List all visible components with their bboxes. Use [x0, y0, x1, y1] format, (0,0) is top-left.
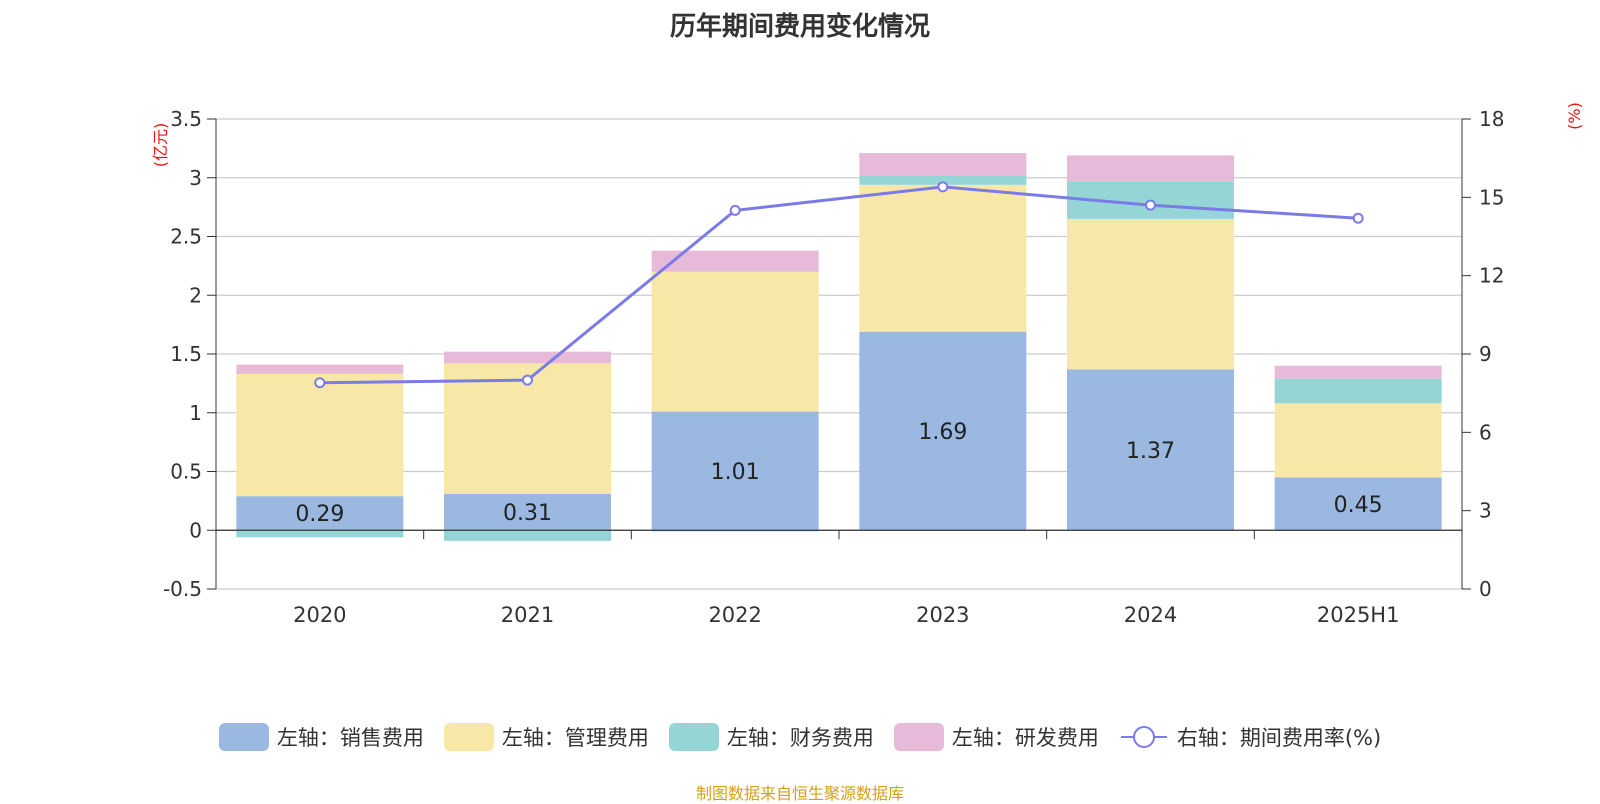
- bar-segment: [1274, 403, 1442, 478]
- bar-segment: [1067, 218, 1234, 370]
- legend-line-marker: [1120, 726, 1167, 748]
- bar-data-label: 1.37: [1126, 439, 1175, 464]
- left-tick-label: 2: [189, 283, 202, 307]
- left-tick-label: 3: [189, 166, 202, 190]
- bar-segment: [859, 331, 1027, 531]
- bar-segment: [444, 351, 611, 364]
- legend-item[interactable]: 左轴：管理费用: [443, 722, 649, 752]
- x-tick-label: 2024: [1124, 603, 1177, 627]
- axis-layer: 3.5 3 2.5 2 1.5 1 0.5 0 -0.5 18 15 12 9 6 3 0 (亿元) (%) 202…: [151, 102, 1584, 627]
- right-tick-label: 3: [1479, 499, 1492, 523]
- bar-segment: [1067, 155, 1234, 182]
- left-tick-label: -0.5: [163, 577, 202, 601]
- right-tick-label: 9: [1479, 342, 1492, 366]
- chart-title: 历年期间费用变化情况: [669, 12, 930, 42]
- line-layer: [314, 181, 1364, 389]
- line-series-path: [319, 185, 1359, 385]
- bar-segment: [236, 373, 404, 497]
- bar-segment: [651, 271, 819, 412]
- bar-segment: [859, 153, 1027, 176]
- legend-swatch: [443, 723, 494, 751]
- legend-label: 左轴：财务费用: [726, 726, 874, 750]
- x-tick-label: 2021: [501, 603, 554, 627]
- line-data-point: [314, 377, 326, 389]
- legend-swatch: [218, 723, 269, 751]
- legend-swatch: [668, 723, 719, 751]
- x-tick-label: 2022: [708, 603, 761, 627]
- bar-data-label: 0.31: [503, 501, 552, 526]
- legend: 左轴：销售费用 左轴：管理费用 左轴：财务费用 左轴：研发费用 右轴：期间费用率(%): [0, 722, 1600, 752]
- left-tick-label: 3.5: [170, 107, 202, 131]
- x-tick-label: 2020: [293, 603, 346, 627]
- right-tick-label: 0: [1479, 577, 1492, 601]
- line-data-point: [1145, 199, 1156, 211]
- bar-segment: [444, 493, 611, 531]
- label-layer: 0.29 0.31 1.01 1.69 1.37 0.45: [295, 420, 1382, 527]
- line-data-point: [522, 374, 533, 386]
- left-tick-label: 1.5: [170, 342, 202, 366]
- left-tick-label: 2.5: [170, 225, 202, 249]
- bar-segment: [859, 175, 1027, 185]
- bar-segment: [1274, 477, 1442, 531]
- right-tick-label: 6: [1479, 420, 1492, 444]
- legend-item[interactable]: 左轴：财务费用: [668, 722, 874, 752]
- legend-label: 右轴：期间费用率(%): [1176, 726, 1382, 750]
- bar-data-label: 0.29: [295, 502, 344, 527]
- bar-segment: [444, 530, 611, 541]
- bar-segment: [236, 496, 404, 531]
- bar-segment: [1274, 365, 1442, 379]
- legend-item[interactable]: 左轴：研发费用: [893, 722, 1099, 752]
- x-tick-label: 2023: [916, 603, 969, 627]
- legend-item[interactable]: 左轴：销售费用: [218, 722, 424, 752]
- left-tick-label: 1: [189, 401, 202, 425]
- line-data-point: [937, 181, 949, 193]
- bar-segment: [651, 411, 819, 531]
- right-tick-label: 15: [1479, 185, 1504, 209]
- bar-segment: [1274, 378, 1442, 404]
- line-data-point: [1352, 212, 1364, 224]
- left-axis-unit: (亿元): [151, 123, 170, 168]
- right-tick-label: 12: [1479, 264, 1504, 288]
- bar-data-label: 0.45: [1334, 493, 1383, 518]
- legend-label: 左轴：研发费用: [951, 726, 1099, 750]
- bar-data-label: 1.01: [711, 460, 760, 485]
- x-tick-label: 2025H1: [1317, 603, 1400, 627]
- right-tick-label: 18: [1479, 107, 1504, 131]
- bar-segment: [651, 250, 819, 272]
- legend-label: 左轴：销售费用: [276, 726, 424, 750]
- source-note: 制图数据来自恒生聚源数据库: [695, 784, 904, 803]
- bar-segment: [236, 364, 404, 374]
- legend-item[interactable]: 右轴：期间费用率(%): [1119, 722, 1381, 752]
- chart-svg: 3.5 3 2.5 2 1.5 1 0.5 0 -0.5 18 15 12 9 6 3 0 (亿元) (%) 202…: [151, 102, 1584, 627]
- line-data-point: [729, 204, 741, 216]
- left-tick-label: 0.5: [170, 460, 202, 484]
- legend-label: 左轴：管理费用: [501, 726, 649, 750]
- bar-segment: [1067, 369, 1234, 531]
- left-tick-label: 0: [189, 518, 202, 542]
- legend-swatch: [893, 723, 944, 751]
- bar-segment: [236, 530, 404, 538]
- right-axis-unit: (%): [1565, 102, 1584, 130]
- bar-data-label: 1.69: [918, 420, 967, 445]
- bar-segment: [859, 184, 1027, 332]
